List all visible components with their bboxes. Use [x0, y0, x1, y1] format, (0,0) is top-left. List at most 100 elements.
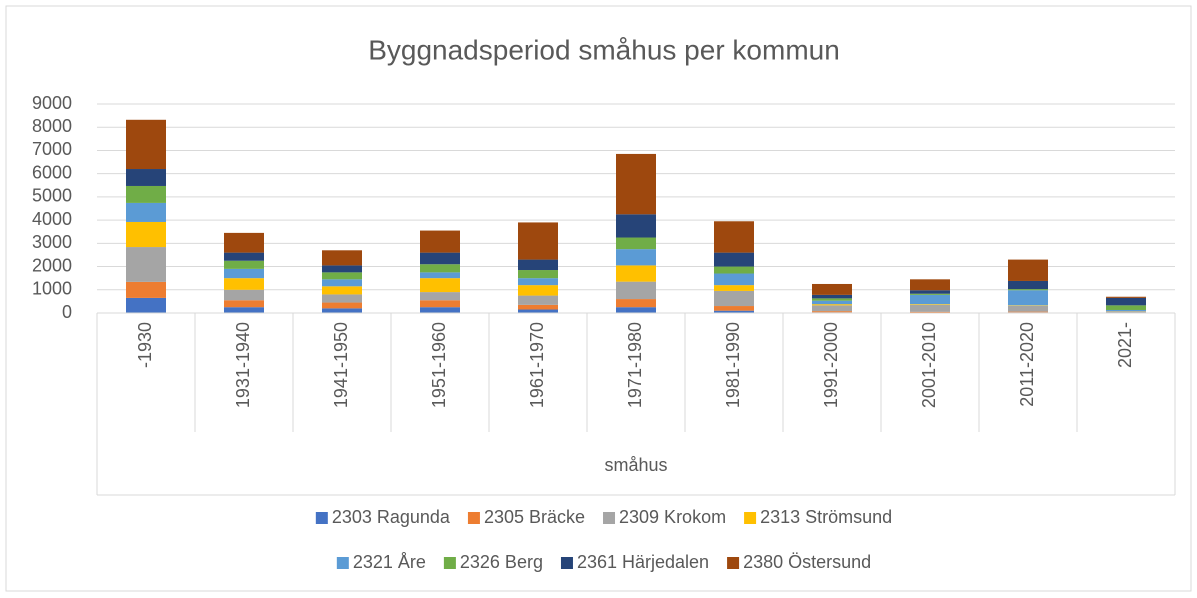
- x-tick-label: 2021-: [1115, 322, 1135, 368]
- y-tick-label: 7000: [32, 139, 72, 159]
- x-tick-label: 1961-1970: [527, 322, 547, 408]
- bar-segment: [910, 290, 950, 293]
- bar-segment: [224, 300, 264, 307]
- x-tick-label: 1991-2000: [821, 322, 841, 408]
- bar-segment: [518, 278, 558, 285]
- legend-label: 2361 Härjedalen: [577, 552, 709, 572]
- bar-segment: [616, 154, 656, 214]
- bar-segment: [910, 279, 950, 290]
- y-tick-label: 0: [62, 302, 72, 322]
- bar-segment: [1008, 281, 1048, 289]
- bar-segment: [518, 305, 558, 310]
- legend-swatch: [727, 557, 739, 569]
- legend-swatch: [444, 557, 456, 569]
- legend-swatch: [561, 557, 573, 569]
- bar-segment: [812, 284, 852, 295]
- bar-segment: [714, 221, 754, 252]
- bar-segment: [616, 299, 656, 307]
- bar-segment: [224, 290, 264, 300]
- bar-segment: [126, 247, 166, 282]
- bar-segment: [812, 305, 852, 311]
- bar-segment: [322, 265, 362, 272]
- x-tick-label: -1930: [135, 322, 155, 368]
- legend-swatch: [337, 557, 349, 569]
- bar-segment: [1008, 289, 1048, 290]
- legend-label: 2305 Bräcke: [484, 507, 585, 527]
- bar-segment: [518, 222, 558, 259]
- bar-segment: [420, 307, 460, 313]
- bar-segment: [616, 214, 656, 237]
- bar-segment: [812, 298, 852, 300]
- bar-segment: [322, 308, 362, 313]
- bar-segment: [1106, 297, 1146, 298]
- bar-segment: [812, 311, 852, 312]
- y-tick-label: 3000: [32, 232, 72, 252]
- bar-segment: [322, 250, 362, 265]
- bar-segment: [910, 304, 950, 305]
- y-tick-label: 9000: [32, 93, 72, 113]
- bar-segment: [616, 265, 656, 281]
- y-tick-label: 2000: [32, 255, 72, 275]
- bar-segment: [126, 169, 166, 186]
- y-tick-label: 6000: [32, 162, 72, 182]
- bar-segment: [518, 296, 558, 305]
- bar-segment: [518, 285, 558, 295]
- bar-segment: [910, 295, 950, 304]
- legend-label: 2303 Ragunda: [332, 507, 451, 527]
- bar-segment: [714, 285, 754, 291]
- y-tick-label: 1000: [32, 279, 72, 299]
- bar-segment: [714, 291, 754, 306]
- bar-segment: [322, 303, 362, 309]
- bar-segment: [518, 260, 558, 270]
- x-tick-label: 1971-1980: [625, 322, 645, 408]
- bar-segment: [322, 286, 362, 294]
- bar-segment: [420, 264, 460, 272]
- bar-segment: [812, 295, 852, 298]
- bar-segment: [420, 272, 460, 278]
- x-tick-label: 2011-2020: [1017, 322, 1037, 407]
- legend-label: 2380 Östersund: [743, 552, 871, 572]
- bar-segment: [322, 294, 362, 302]
- x-axis-label: småhus: [604, 455, 667, 475]
- bar-segment: [126, 120, 166, 169]
- x-tick-label: 1951-1960: [429, 322, 449, 408]
- bar-segment: [1008, 306, 1048, 312]
- legend-label: 2321 Åre: [353, 552, 426, 572]
- bar-segment: [322, 272, 362, 279]
- bar-segment: [1008, 290, 1048, 305]
- legend-label: 2326 Berg: [460, 552, 543, 572]
- bar-segment: [1106, 310, 1146, 311]
- bar-segment: [714, 274, 754, 286]
- legend-swatch: [603, 512, 615, 524]
- legend-swatch: [316, 512, 328, 524]
- bar-segment: [224, 307, 264, 313]
- bar-segment: [1106, 298, 1146, 305]
- bar-segment: [616, 307, 656, 313]
- bar-segment: [910, 294, 950, 295]
- x-tick-label: 2001-2010: [919, 322, 939, 408]
- bar-segment: [420, 278, 460, 292]
- bar-segment: [518, 270, 558, 278]
- chart-title: Byggnadsperiod småhus per kommun: [368, 34, 840, 65]
- bar-segment: [126, 203, 166, 222]
- bar-segment: [714, 267, 754, 274]
- bar-segment: [126, 282, 166, 298]
- bar-segment: [910, 305, 950, 312]
- y-tick-label: 8000: [32, 116, 72, 136]
- bar-segment: [420, 300, 460, 307]
- legend-swatch: [744, 512, 756, 524]
- bar-segment: [224, 253, 264, 261]
- bar-segment: [224, 269, 264, 278]
- legend-label: 2309 Krokom: [619, 507, 726, 527]
- bar-segment: [420, 253, 460, 265]
- bar-segment: [126, 186, 166, 203]
- bar-segment: [714, 306, 754, 311]
- bar-segment: [420, 231, 460, 253]
- bar-segment: [224, 233, 264, 253]
- bar-segment: [1106, 305, 1146, 310]
- bar-segment: [714, 253, 754, 267]
- y-tick-label: 5000: [32, 186, 72, 206]
- y-tick-label: 4000: [32, 209, 72, 229]
